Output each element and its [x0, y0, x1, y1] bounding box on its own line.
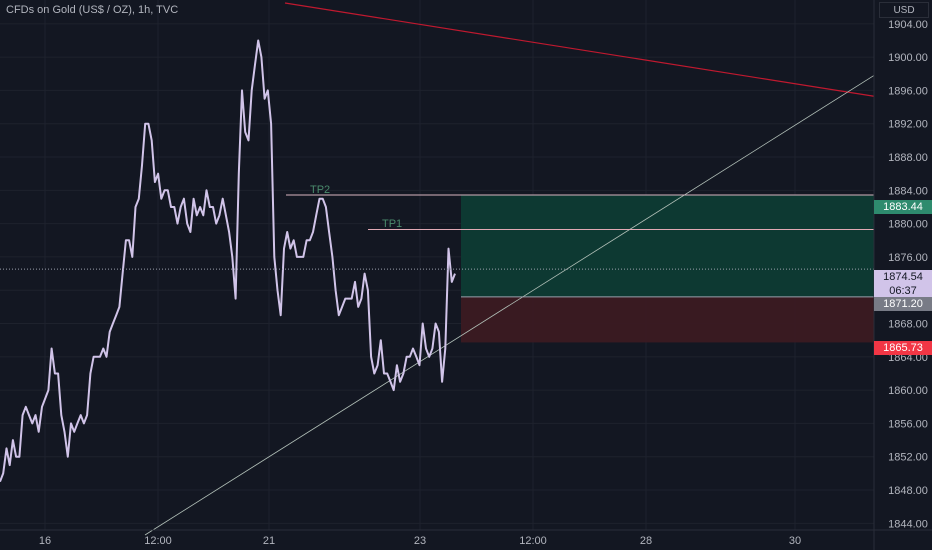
stop-zone: [461, 296, 874, 343]
tp2-price-tag: 1883.44: [874, 200, 932, 214]
y-tick-label: 1844.00: [888, 518, 928, 530]
y-tick-label: 1884.00: [888, 185, 928, 197]
x-tick-label: 16: [39, 535, 51, 547]
target-zone: [461, 194, 874, 297]
grid-lines: [0, 0, 874, 530]
x-tick-label: 30: [789, 535, 801, 547]
x-tick-label: 21: [263, 535, 275, 547]
tp2-label: TP2: [310, 184, 331, 196]
x-tick-label: 12:00: [519, 535, 547, 547]
current-price-tag: 1874.54: [874, 270, 932, 284]
x-tick-label: 23: [414, 535, 426, 547]
y-tick-label: 1876.00: [888, 252, 928, 264]
y-tick-label: 1852.00: [888, 452, 928, 464]
y-tick-label: 1888.00: [888, 152, 928, 164]
entry-price-tag: 1871.20: [874, 297, 932, 311]
x-tick-label: 12:00: [144, 535, 172, 547]
y-tick-label: 1848.00: [888, 485, 928, 497]
price-series: [0, 39, 456, 483]
y-tick-label: 1880.00: [888, 219, 928, 231]
y-tick-label: 1892.00: [888, 119, 928, 131]
y-tick-label: 1904.00: [888, 19, 928, 31]
y-tick-label: 1856.00: [888, 418, 928, 430]
position-zones: [461, 194, 874, 343]
price-line: [0, 39, 456, 483]
target-levels: [0, 194, 874, 298]
y-tick-label: 1860.00: [888, 385, 928, 397]
trendlines[interactable]: [144, 2, 875, 536]
y-tick-label: 1900.00: [888, 52, 928, 64]
countdown-tag: 06:37: [874, 284, 932, 298]
support-trendline: [144, 75, 875, 536]
chart-title: CFDs on Gold (US$ / OZ), 1h, TVC: [6, 4, 179, 16]
currency-button[interactable]: USD: [879, 2, 929, 18]
y-tick-label: 1896.00: [888, 85, 928, 97]
resistance-trendline: [284, 2, 875, 97]
tp1-label: TP1: [382, 218, 403, 230]
x-tick-label: 28: [640, 535, 652, 547]
stop-price-tag: 1865.73: [874, 341, 932, 355]
y-tick-label: 1868.00: [888, 319, 928, 331]
